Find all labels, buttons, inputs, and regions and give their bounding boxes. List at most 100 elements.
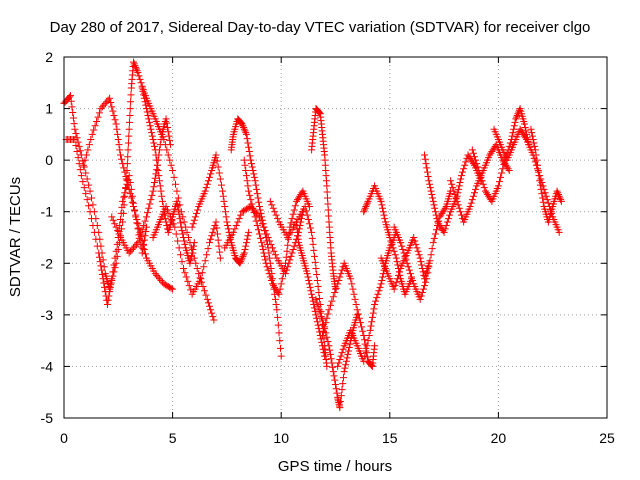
data-point	[498, 169, 506, 177]
data-point	[118, 203, 126, 211]
data-point	[240, 251, 248, 259]
data-point	[101, 99, 109, 107]
data-point	[387, 237, 395, 245]
data-point	[457, 211, 465, 219]
data-point	[313, 299, 321, 307]
data-point	[362, 347, 370, 355]
data-point	[431, 230, 439, 238]
data-point	[250, 173, 258, 181]
data-point	[480, 184, 488, 192]
data-point	[143, 213, 151, 221]
data-point	[460, 165, 468, 173]
data-point	[146, 200, 154, 208]
data-point	[303, 270, 311, 278]
data-point	[224, 225, 232, 233]
data-point	[557, 196, 565, 204]
y-axis-label: SDTVAR / TECUs	[7, 177, 24, 297]
data-point	[200, 263, 208, 271]
data-point	[266, 273, 274, 281]
data-point	[217, 181, 225, 189]
data-point	[145, 118, 153, 126]
data-point	[422, 278, 430, 286]
y-tick-label: -4	[41, 358, 54, 374]
data-point	[386, 234, 394, 241]
data-point	[240, 125, 248, 133]
data-point	[215, 169, 223, 177]
data-point	[247, 156, 255, 164]
data-point	[305, 220, 313, 228]
data-point	[95, 253, 103, 261]
data-point	[202, 184, 210, 192]
data-point	[554, 191, 562, 199]
data-point	[204, 245, 212, 253]
data-point	[242, 166, 250, 174]
data-point	[273, 306, 281, 314]
data-point	[334, 280, 342, 288]
data-point	[148, 191, 156, 199]
data-point	[440, 228, 448, 236]
data-point	[156, 177, 164, 185]
data-point	[106, 283, 114, 291]
data-point	[421, 155, 429, 163]
data-point	[153, 166, 161, 174]
data-point	[151, 174, 159, 182]
data-point	[260, 223, 268, 231]
data-point	[457, 172, 465, 180]
data-point	[327, 355, 335, 363]
data-point	[277, 352, 285, 360]
data-point	[425, 177, 433, 185]
data-point	[174, 202, 182, 210]
data-point	[201, 257, 209, 265]
data-point	[467, 199, 475, 207]
data-point	[408, 273, 416, 281]
data-point	[427, 251, 435, 259]
data-point	[98, 266, 106, 274]
data-point	[242, 242, 250, 250]
data-point	[212, 218, 220, 226]
data-point	[368, 318, 376, 326]
data-point	[191, 213, 199, 221]
data-point	[149, 187, 157, 195]
data-point	[536, 177, 544, 185]
data-point	[97, 105, 105, 113]
data-point	[365, 331, 373, 339]
data-point	[142, 101, 150, 109]
data-point	[378, 201, 386, 209]
data-point	[495, 178, 503, 186]
data-point	[241, 161, 249, 169]
data-point	[474, 163, 482, 171]
data-point	[153, 156, 161, 164]
data-point	[234, 218, 242, 226]
data-point	[89, 221, 97, 229]
data-point	[348, 280, 356, 288]
data-point	[375, 287, 383, 295]
data-point	[373, 294, 381, 302]
data-point	[307, 224, 315, 232]
data-point	[370, 305, 378, 313]
data-point	[251, 213, 259, 221]
data-point	[80, 161, 88, 169]
data-point	[282, 253, 290, 261]
data-point	[113, 240, 121, 248]
data-point	[248, 163, 256, 171]
data-point	[345, 347, 353, 355]
data-point	[116, 151, 124, 159]
data-point	[262, 259, 270, 267]
data-point	[360, 357, 368, 365]
data-point	[151, 142, 158, 150]
data-point	[204, 299, 212, 307]
data-point	[164, 206, 172, 214]
data-point	[324, 194, 332, 202]
data-point	[240, 123, 248, 131]
data-point	[142, 227, 150, 235]
data-point	[412, 240, 420, 248]
data-point	[345, 344, 353, 352]
y-tick-label: -2	[41, 255, 54, 271]
data-point	[393, 258, 401, 266]
data-point	[174, 237, 182, 245]
data-point	[288, 249, 296, 257]
data-point	[126, 118, 134, 126]
data-point	[529, 136, 537, 144]
data-point	[163, 146, 171, 154]
data-point	[494, 182, 502, 190]
